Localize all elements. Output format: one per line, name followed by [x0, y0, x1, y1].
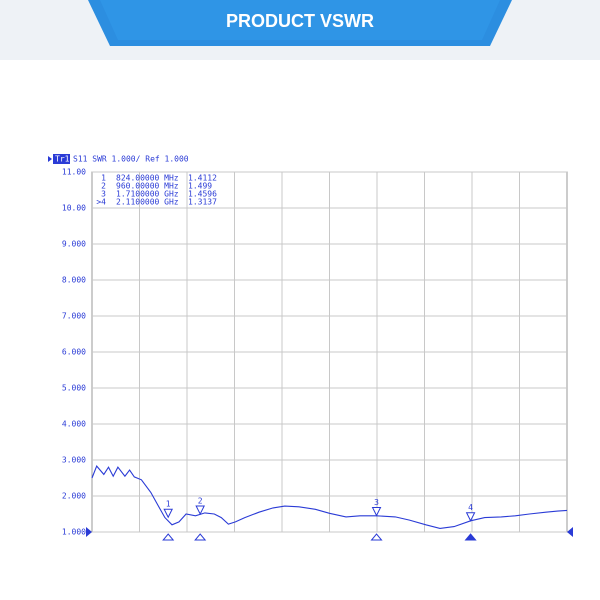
marker-foot	[464, 533, 477, 541]
banner-inner	[100, 0, 500, 40]
marker-freq: 824.00000 MHz	[116, 174, 179, 183]
marker-foot	[162, 533, 175, 541]
marker	[163, 508, 173, 519]
y-tick-label: 11.00	[62, 168, 86, 177]
marker-foot	[370, 533, 383, 541]
marker-id: >4	[96, 198, 106, 207]
y-tick-label: 6.000	[62, 348, 86, 357]
trace	[91, 465, 568, 529]
ref-arrow	[567, 527, 573, 537]
marker	[195, 505, 205, 516]
marker-id: 2	[101, 182, 106, 191]
marker-id: 3	[101, 190, 106, 199]
y-tick-label: 7.000	[62, 312, 86, 321]
marker-label: 1	[166, 500, 171, 509]
active-arrow	[48, 156, 52, 162]
trace-label: Tr1	[55, 155, 70, 164]
marker-value: 1.3137	[188, 198, 217, 207]
marker-freq: 960.00000 MHz	[116, 182, 179, 191]
marker-label: 3	[374, 498, 379, 507]
marker-freq: 1.7100000 GHz	[116, 190, 179, 199]
trace-header: S11 SWR 1.000/ Ref 1.000	[73, 155, 189, 164]
y-tick-label: 10.00	[62, 204, 86, 213]
banner-title: PRODUCT VSWR	[226, 11, 374, 31]
marker-freq: 2.1100000 GHz	[116, 198, 179, 207]
marker-value: 1.4112	[188, 174, 217, 183]
y-tick-label: 8.000	[62, 276, 86, 285]
y-tick-label: 9.000	[62, 240, 86, 249]
marker-foot	[194, 533, 207, 541]
marker-value: 1.4596	[188, 190, 217, 199]
y-tick-label: 5.000	[62, 384, 86, 393]
y-tick-label: 3.000	[62, 456, 86, 465]
marker	[371, 506, 382, 517]
ref-arrow	[86, 527, 92, 537]
marker-label: 4	[468, 503, 473, 512]
marker-label: 2	[198, 497, 203, 506]
y-tick-label: 4.000	[62, 420, 86, 429]
y-tick-label: 2.000	[62, 492, 86, 501]
y-tick-label: 1.000	[62, 528, 86, 537]
marker	[465, 512, 476, 522]
marker-id: 1	[101, 174, 106, 183]
marker-value: 1.499	[188, 182, 212, 191]
trace-box	[53, 154, 70, 164]
